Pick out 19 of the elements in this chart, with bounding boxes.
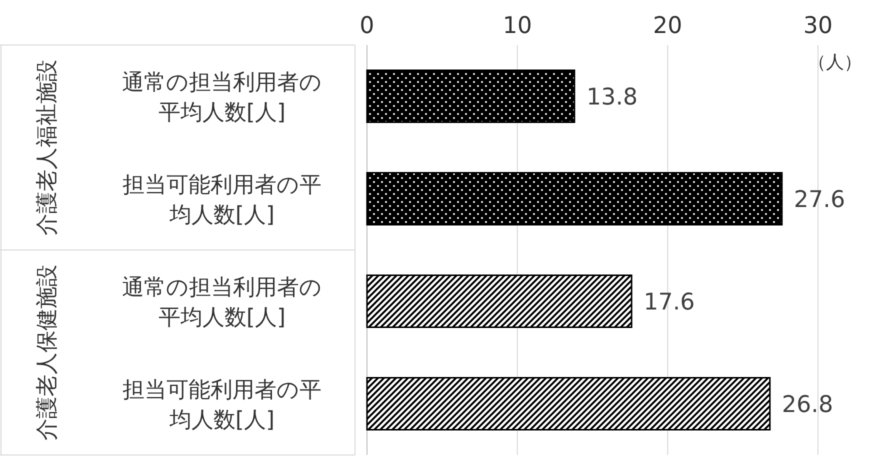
data-label: 17.6 bbox=[644, 289, 695, 316]
text: 介護老人保健施設 bbox=[35, 264, 60, 440]
x-axis-title: （人） bbox=[808, 52, 862, 73]
data-label: 26.8 bbox=[782, 392, 834, 418]
bar bbox=[366, 70, 576, 123]
y-tick-label: 通常の担当利用者の平均人数[人] bbox=[122, 70, 322, 126]
text: 介護老人福祉施設 bbox=[35, 60, 60, 236]
bar bbox=[366, 274, 632, 328]
x-tick-label: 10 bbox=[502, 13, 532, 39]
x-tick-label: 30 bbox=[803, 13, 833, 39]
y-tick-label: 担当可能利用者の平均人数[人] bbox=[122, 378, 322, 433]
data-label: 13.8 bbox=[586, 84, 638, 110]
y-tick-label: 担当可能利用者の平均人数[人] bbox=[122, 172, 322, 228]
data-label: 27.6 bbox=[794, 186, 846, 213]
x-tick-label: 20 bbox=[653, 13, 682, 39]
x-tick-label: 0 bbox=[360, 13, 374, 39]
y-tick-label: 通常の担当利用者の平均人数[人] bbox=[122, 275, 322, 330]
bar bbox=[366, 172, 783, 226]
bar bbox=[366, 377, 771, 430]
